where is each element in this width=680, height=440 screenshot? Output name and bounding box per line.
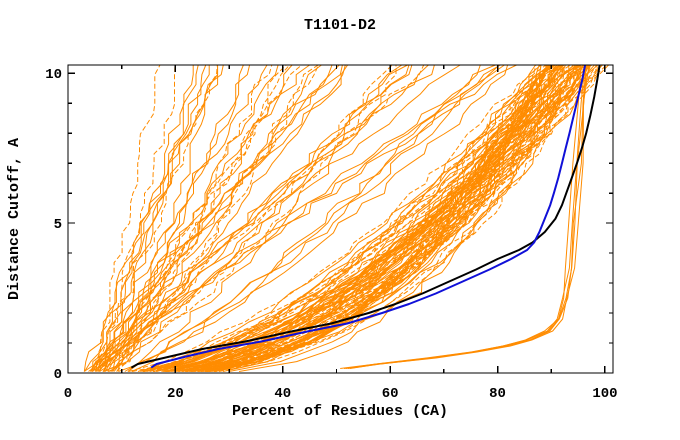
model-curve-orange [177,64,590,372]
model-curve-orange [88,64,218,372]
model-curve-orange [92,64,224,372]
model-curve-orange [163,64,565,372]
model-curve-orange [128,64,537,372]
model-curve-orange [167,64,603,372]
model-curve-orange [345,64,586,369]
model-curve-orange [172,64,567,372]
model-curve-orange [109,64,425,372]
curves-layer [83,64,609,372]
model-curve-orange [181,64,560,372]
model-curve-orange [90,64,349,372]
y-tick-label: 10 [45,67,62,83]
y-tick-label: 5 [54,217,62,233]
y-tick-label: 0 [54,367,62,383]
model-curve-orange [112,64,293,372]
model-curve-orange [131,64,500,372]
model-curve-orange [127,64,410,372]
model-curve-orange [124,64,481,372]
model-curve-orange [116,64,319,372]
model-curve-orange [113,65,219,372]
model-curve-orange [349,64,590,369]
model-curve-orange [140,64,536,372]
x-tick-label: 60 [382,386,399,402]
model-curve-orange [206,64,580,372]
model-curve-orange [152,64,566,372]
model-curve-orange [178,64,598,372]
model-curve-orange [104,64,393,372]
model-curve-orange [107,64,244,372]
y-axis-label: Distance Cutoff, A [6,138,23,300]
x-tick-label: 80 [489,386,506,402]
model-curve-orange [104,64,199,372]
model-curve-orange [89,64,161,372]
model-curve-orange [84,65,218,372]
model-curve-orange [218,64,581,372]
tick-labels-layer: 0 20 40 60 80 100 0 5 10 [45,67,617,402]
model-curve-orange [143,64,567,372]
highlighted-curve-blue [150,64,587,369]
model-curve-orange [107,65,397,372]
plot-frame [67,64,614,374]
model-curve-orange [102,64,403,372]
model-curve-orange [190,64,548,372]
model-curve-orange [97,64,303,372]
highlighted-curve-black [130,64,601,369]
model-curve-orange [118,64,509,372]
model-curve-orange [98,64,322,372]
chart-title: T1101-D2 [304,17,376,34]
model-curve-orange [92,64,176,372]
x-tick-label: 20 [167,386,184,402]
model-curve-orange [132,64,548,372]
x-axis-label: Percent of Residues (CA) [232,403,448,420]
model-curve-orange [156,64,550,372]
model-curve-orange [94,64,343,372]
model-curve-orange [153,64,588,372]
model-curve-orange [192,64,591,372]
model-curve-orange [110,64,319,372]
model-curve-orange [116,64,287,372]
model-curve-orange [142,64,562,372]
model-curve-orange [96,64,517,372]
model-curve-orange [104,64,408,372]
x-tick-label: 100 [592,386,617,402]
model-curve-orange [92,65,194,372]
x-tick-label: 40 [274,386,291,402]
ticks-layer [67,65,613,374]
model-curve-orange [161,64,542,372]
model-curve-orange [102,64,290,372]
model-curve-orange [215,64,551,372]
model-curve-orange [228,64,584,372]
model-curve-orange [127,64,501,372]
model-curve-orange [213,64,607,372]
model-curve-orange [90,64,268,372]
model-curve-orange [99,64,251,372]
x-tick-label: 0 [64,386,72,402]
